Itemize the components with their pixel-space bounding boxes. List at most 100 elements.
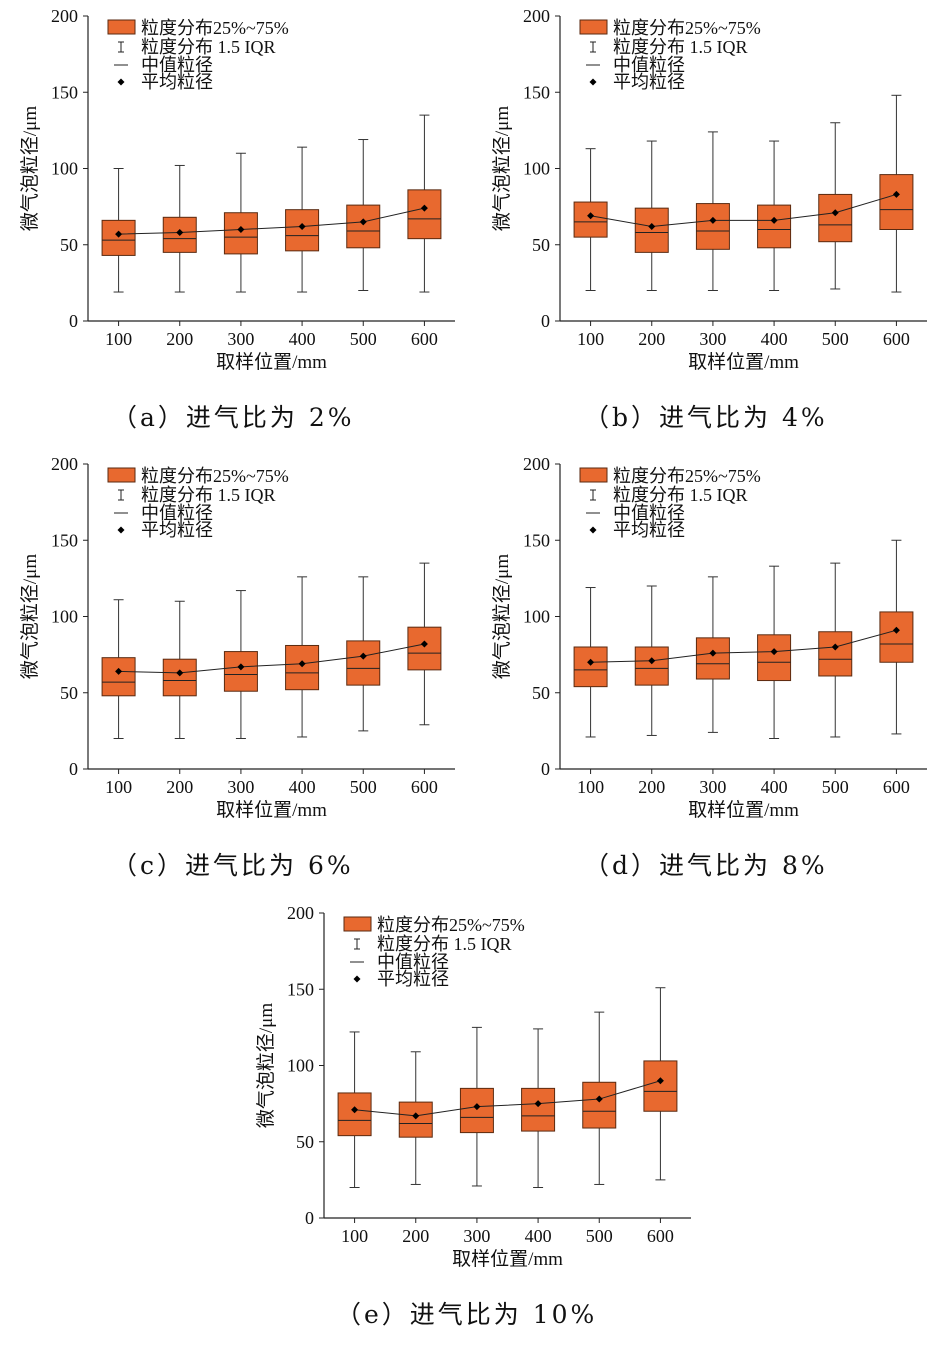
legend-median-label: 中值粒径 [613, 55, 685, 75]
mean-point [656, 1077, 664, 1085]
legend-mean-glyph [117, 78, 125, 86]
x-axis-title: 取样位置/mm [216, 351, 327, 373]
mean-point [534, 1100, 542, 1108]
mean-point [587, 212, 595, 220]
mean-point [412, 1112, 420, 1120]
iqr-box [879, 174, 914, 231]
chart-svg-a: 0 50 100 150 200 100 200 300 400 500 600 取样位置/mm 微气泡… [19, 6, 455, 373]
mean-point [351, 1106, 359, 1114]
legend-mean-glyph [353, 975, 361, 983]
iqr-box [573, 646, 608, 688]
y-tick-label: 50 [532, 683, 550, 703]
iqr-box [346, 204, 381, 249]
y-axis-title: 微气泡粒径/μm [19, 106, 41, 231]
y-tick-label: 0 [69, 759, 78, 779]
y-tick-label: 150 [523, 530, 550, 550]
x-tick-label: 500 [350, 777, 377, 797]
legend-whisker-label: 粒度分布 1.5 IQR [141, 37, 276, 57]
legend-box-label: 粒度分布25%~75% [141, 18, 289, 38]
legend-whisker-label: 粒度分布 1.5 IQR [377, 934, 512, 954]
chart-panel-b: 0 50 100 150 200 100 200 300 400 500 600 取样位置/mm 微气泡… [472, 0, 942, 440]
mean-point [420, 640, 428, 648]
y-tick-label: 200 [287, 903, 314, 923]
y-tick-label: 200 [523, 454, 550, 474]
y-tick-label: 50 [60, 235, 78, 255]
x-tick-label: 300 [227, 777, 254, 797]
x-axis-title: 取样位置/mm [688, 351, 799, 373]
y-tick-label: 100 [51, 607, 78, 627]
chart-caption-a: （a）进气比为 2% [112, 403, 355, 432]
iqr-box [582, 1081, 617, 1129]
legend-mean-glyph [589, 526, 597, 534]
y-tick-label: 50 [296, 1132, 314, 1152]
legend-whisker-label: 粒度分布 1.5 IQR [613, 485, 748, 505]
x-tick-label: 400 [761, 777, 788, 797]
chart-caption-c: （c）进气比为 6% [112, 851, 354, 880]
legend-mean-glyph [117, 526, 125, 534]
iqr-box [573, 201, 608, 238]
mean-line [118, 643, 425, 674]
y-tick-label: 0 [69, 311, 78, 331]
chart-panel-d: 0 50 100 150 200 100 200 300 400 500 600 取样位置/mm 微气泡… [472, 448, 942, 888]
y-tick-label: 200 [51, 6, 78, 26]
mean-point [892, 190, 900, 198]
legend-mean-label: 平均粒径 [377, 969, 449, 989]
y-axis-title: 微气泡粒径/μm [255, 1003, 277, 1128]
chart-svg-e: 0 50 100 150 200 100 200 300 400 500 600 取样位置/mm 微气泡… [255, 903, 691, 1270]
y-tick-label: 50 [532, 235, 550, 255]
mean-point [831, 643, 839, 651]
mean-point [473, 1103, 481, 1111]
x-tick-label: 300 [227, 329, 254, 349]
mean-point [648, 222, 656, 230]
legend-mean-label: 平均粒径 [141, 72, 213, 92]
iqr-box [337, 1092, 372, 1137]
legend-median-label: 中值粒径 [377, 952, 449, 972]
y-tick-label: 100 [51, 159, 78, 179]
chart-panel-e: 0 50 100 150 200 100 200 300 400 500 600 取样位置/mm 微气泡… [236, 897, 706, 1337]
x-axis-title: 取样位置/mm [216, 799, 327, 821]
mean-point [359, 652, 367, 660]
y-tick-label: 100 [523, 607, 550, 627]
x-tick-label: 500 [350, 329, 377, 349]
x-tick-label: 600 [411, 777, 438, 797]
mean-point [709, 216, 717, 224]
x-tick-label: 500 [822, 329, 849, 349]
iqr-box [285, 644, 320, 691]
mean-point [176, 669, 184, 677]
y-tick-label: 150 [287, 979, 314, 999]
x-tick-label: 200 [166, 329, 193, 349]
legend-mean-label: 平均粒径 [613, 72, 685, 92]
mean-point [237, 663, 245, 671]
y-tick-label: 150 [523, 82, 550, 102]
x-tick-label: 400 [289, 777, 316, 797]
legend-median-label: 中值粒径 [613, 503, 685, 523]
mean-point [237, 226, 245, 233]
mean-point [359, 218, 367, 226]
x-tick-label: 600 [411, 329, 438, 349]
chart-panel-c: 0 50 100 150 200 100 200 300 400 500 600 取样位置/mm 微气泡… [0, 448, 470, 888]
mean-point [831, 209, 839, 217]
chart-svg-b: 0 50 100 150 200 100 200 300 400 500 600 取样位置/mm 微气泡… [491, 6, 927, 373]
x-tick-label: 100 [577, 329, 604, 349]
legend-mean-label: 平均粒径 [141, 520, 213, 540]
x-tick-label: 100 [105, 329, 132, 349]
iqr-box [757, 634, 792, 682]
iqr-box [879, 611, 914, 663]
x-axis-title: 取样位置/mm [688, 799, 799, 821]
y-axis-title: 微气泡粒径/μm [491, 554, 513, 679]
y-tick-label: 50 [60, 683, 78, 703]
y-tick-label: 150 [51, 530, 78, 550]
y-axis-title: 微气泡粒径/μm [491, 106, 513, 231]
mean-line [118, 207, 425, 235]
iqr-box [521, 1087, 556, 1132]
legend-box-label: 粒度分布25%~75% [141, 466, 289, 486]
mean-point [298, 222, 306, 230]
mean-line [590, 629, 897, 663]
mean-point [298, 660, 306, 668]
legend-box-swatch [579, 19, 608, 35]
chart-caption-e: （e）进气比为 10% [336, 1300, 598, 1329]
y-tick-label: 150 [51, 82, 78, 102]
legend-box-swatch [107, 467, 136, 483]
x-tick-label: 400 [289, 329, 316, 349]
legend-box-swatch [343, 916, 372, 932]
